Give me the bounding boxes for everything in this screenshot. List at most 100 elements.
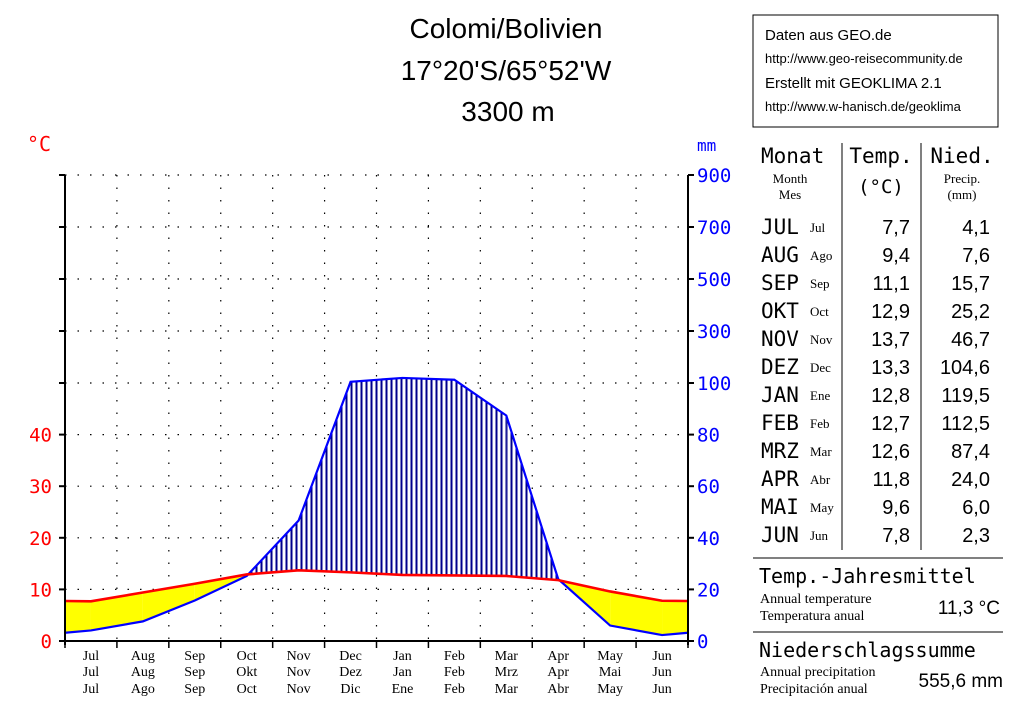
table-precip-value: 4,1 — [962, 217, 990, 239]
table-temp-value: 11,8 — [873, 469, 910, 491]
table-month-es: Abr — [810, 472, 831, 487]
month-label-Feb: Feb — [444, 649, 465, 664]
arid-area — [610, 591, 663, 636]
precip-tick-900: 900 — [697, 165, 731, 187]
temp-unit-label: °C — [27, 132, 51, 156]
table-month-de: APR — [761, 467, 799, 491]
table-month-de: DEZ — [761, 355, 799, 379]
table-month-de: MAI — [761, 495, 799, 519]
month-label-Sep: Sep — [184, 682, 205, 697]
chart-title-elevation: 3300 m — [461, 96, 554, 127]
source-box — [752, 14, 999, 128]
month-labels: Jul Aug Sep Oct Nov Dec Jan Feb Mar Apr May Jun Jul A… — [83, 649, 672, 697]
plot-axes — [59, 174, 694, 648]
month-label-Dic: Dic — [340, 682, 360, 697]
source-line-3: Erstellt mit GEOKLIMA 2.1 — [765, 75, 942, 92]
humid-area — [454, 379, 507, 576]
table-month-es: Mar — [810, 444, 832, 459]
table-precip-value: 15,7 — [951, 273, 990, 295]
month-label-Jun: Jun — [652, 682, 671, 697]
table-head-mes: Mes — [779, 187, 801, 202]
source-line-2: http://www.geo-reisecommunity.de — [765, 51, 963, 66]
month-label-Jul: Jul — [83, 649, 99, 664]
arid-area — [90, 592, 143, 631]
month-label-Nov: Nov — [287, 665, 311, 680]
table-temp-value: 12,7 — [871, 413, 910, 435]
month-label-Ene: Ene — [392, 682, 414, 697]
month-label-Oct: Oct — [237, 649, 257, 664]
plot-fills — [65, 377, 688, 636]
table-temp-value: 11,1 — [873, 273, 910, 295]
month-label-Sep: Sep — [184, 649, 205, 664]
table-month-es: Feb — [810, 416, 830, 431]
precip-tick-100: 100 — [697, 373, 731, 395]
month-label-Jun: Jun — [652, 649, 671, 664]
table-month-es: Dec — [810, 360, 831, 375]
table-temp-value: 7,8 — [882, 525, 910, 547]
precip-tick-60: 60 — [697, 476, 720, 498]
month-label-Jan: Jan — [393, 649, 412, 664]
table-head-monat: Monat — [761, 144, 824, 168]
table-month-de: AUG — [761, 243, 799, 267]
table-month-es: Ago — [810, 248, 832, 263]
table-month-de: JUL — [761, 215, 799, 239]
month-label-Feb: Feb — [444, 682, 465, 697]
table-head-temp: Temp. — [849, 144, 912, 168]
month-label-Apr: Apr — [547, 649, 569, 664]
table-temp-value: 9,4 — [882, 245, 910, 267]
table-head-nied: Nied. — [930, 144, 993, 168]
table-precip-value: 104,6 — [940, 357, 990, 379]
precip-tick-700: 700 — [697, 217, 731, 239]
table-month-es: Oct — [810, 304, 829, 319]
tick-labels: 0 10 20 30 40 0 20 40 60 80 100 300 500 700 900 — [29, 165, 731, 653]
table-temp-value: 12,9 — [871, 301, 910, 323]
table-temp-value: 12,6 — [871, 441, 910, 463]
temp-tick-40: 40 — [29, 425, 52, 447]
table-month-de: SEP — [761, 271, 799, 295]
month-label-Mai: Mai — [599, 665, 622, 680]
table-month-de: FEB — [761, 411, 799, 435]
summary-precip-value: 555,6 mm — [919, 671, 1003, 692]
precip-tick-500: 500 — [697, 269, 731, 291]
month-label-Mrz: Mrz — [495, 665, 518, 680]
month-label-Dec: Dec — [339, 649, 362, 664]
source-line-4: http://www.w-hanisch.de/geoklima — [765, 99, 962, 114]
humid-area — [298, 381, 351, 573]
precip-tick-40: 40 — [697, 528, 720, 550]
table-month-de: JUN — [761, 523, 799, 547]
summary-temp-en: Annual temperature — [760, 592, 872, 607]
summary-temp-title: Temp.-Jahresmittel — [759, 564, 976, 588]
temp-tick-10: 10 — [29, 579, 52, 601]
table-head-temp-unit: (°C) — [858, 176, 904, 198]
month-label-Okt: Okt — [236, 665, 257, 680]
month-label-Feb: Feb — [444, 665, 465, 680]
month-label-Aug: Aug — [131, 649, 155, 664]
month-label-Mar: Mar — [495, 682, 519, 697]
month-label-Jul: Jul — [83, 682, 99, 697]
table-temp-value: 13,3 — [871, 357, 910, 379]
climate-table: Monat Month Mes Temp. (°C) Nied. Precip.… — [761, 143, 994, 550]
arid-area — [65, 601, 91, 633]
month-label-Dez: Dez — [339, 665, 362, 680]
month-label-Sep: Sep — [184, 665, 205, 680]
table-month-es: Jun — [810, 528, 829, 543]
precip-tick-20: 20 — [697, 579, 720, 601]
table-temp-value: 13,7 — [871, 329, 910, 351]
arid-area — [142, 583, 195, 622]
month-label-Nov: Nov — [287, 682, 311, 697]
summary-precip-title: Niederschlagssumme — [759, 638, 976, 662]
month-label-Jul: Jul — [83, 665, 99, 680]
table-precip-value: 25,2 — [951, 301, 990, 323]
temp-tick-0: 0 — [41, 631, 52, 653]
month-label-Mar: Mar — [495, 649, 519, 664]
table-precip-value: 6,0 — [962, 497, 990, 519]
table-precip-value: 7,6 — [962, 245, 990, 267]
table-precip-value: 112,5 — [941, 413, 990, 435]
table-temp-value: 7,7 — [882, 217, 910, 239]
table-month-es: May — [810, 500, 834, 515]
table-month-es: Jul — [810, 220, 826, 235]
table-precip-value: 87,4 — [951, 441, 990, 463]
table-precip-value: 2,3 — [962, 525, 990, 547]
precip-tick-0: 0 — [697, 631, 708, 653]
